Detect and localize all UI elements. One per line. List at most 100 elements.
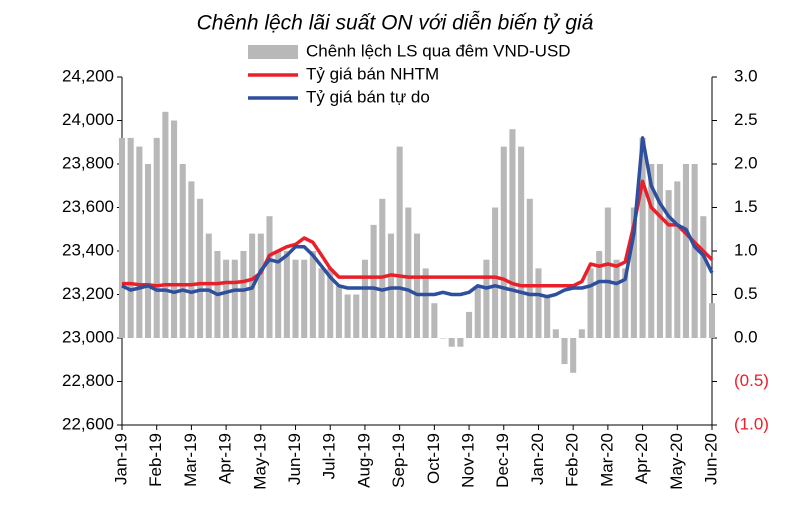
y2-tick-label: 1.5 <box>734 197 758 216</box>
bar <box>144 164 152 338</box>
bar <box>257 233 264 338</box>
bar <box>179 164 186 338</box>
bar <box>309 251 316 338</box>
y2-tick-label: (1.0) <box>734 414 769 433</box>
y-tick-label: 24,200 <box>62 66 114 85</box>
y-tick-label: 24,000 <box>62 110 114 129</box>
bar <box>387 233 395 338</box>
bar <box>630 207 637 338</box>
bar <box>188 181 195 338</box>
y2-tick-label: 0.5 <box>734 284 758 303</box>
bar <box>171 120 178 338</box>
y-tick-label: 23,200 <box>62 284 114 303</box>
bar <box>118 137 126 338</box>
bar <box>656 164 663 338</box>
bar <box>327 268 334 338</box>
y-tick-label: 23,400 <box>62 240 114 259</box>
x-tick-label: May-20 <box>667 433 686 490</box>
chart-title: Chênh lệch lãi suất ON với diễn biến tỷ … <box>197 12 594 35</box>
bar <box>500 146 507 338</box>
x-tick-label: Apr-20 <box>632 433 651 484</box>
bar <box>197 198 204 338</box>
bar <box>413 233 421 338</box>
bar <box>665 190 672 338</box>
line <box>121 136 714 299</box>
bar <box>535 268 542 338</box>
x-tick-label: Jun-20 <box>701 433 720 485</box>
bar <box>231 259 238 338</box>
bar <box>552 329 559 338</box>
bar <box>509 129 516 338</box>
bar <box>405 207 412 338</box>
bar <box>526 198 533 338</box>
y2-tick-label: 1.0 <box>734 240 758 259</box>
y-tick-label: 23,000 <box>62 327 114 346</box>
bar <box>596 251 603 338</box>
bar <box>361 259 368 338</box>
y2-tick-label: 3.0 <box>734 66 758 85</box>
bar <box>648 164 655 338</box>
bar <box>136 146 143 338</box>
bar <box>587 268 594 338</box>
x-tick-label: Feb-20 <box>563 433 582 487</box>
x-tick-label: Mar-20 <box>597 433 616 487</box>
bar <box>370 224 377 338</box>
bar <box>613 259 620 338</box>
bar <box>622 268 629 338</box>
bar <box>275 251 282 338</box>
x-tick-label: Nov-19 <box>459 433 478 488</box>
bar <box>344 294 351 338</box>
y-tick-label: 23,600 <box>62 197 114 216</box>
bar <box>301 259 308 338</box>
y2-tick-label: 2.0 <box>734 153 758 172</box>
bar <box>448 338 455 347</box>
bar <box>674 181 681 338</box>
bar <box>240 251 247 338</box>
bar <box>266 216 273 338</box>
bar <box>353 294 360 338</box>
legend-label: Tỷ giá bán tự do <box>306 87 430 106</box>
bar <box>396 146 403 338</box>
x-tick-label: Jul-19 <box>320 433 339 479</box>
bar <box>431 303 438 338</box>
y2-tick-label: 2.5 <box>734 110 758 129</box>
x-tick-label: Jan-20 <box>528 433 547 485</box>
y-tick-label: 23,800 <box>62 153 114 172</box>
x-tick-label: Jun-19 <box>285 433 304 485</box>
y2-tick-label: (0.5) <box>734 371 769 390</box>
y2-tick-label: 0.0 <box>734 327 758 346</box>
bar <box>205 233 212 338</box>
bar <box>292 259 299 338</box>
x-tick-label: Feb-19 <box>146 433 165 487</box>
bar <box>604 207 611 338</box>
bar <box>578 329 585 338</box>
bar <box>379 198 386 338</box>
bar <box>422 268 429 338</box>
bar <box>439 338 447 339</box>
x-tick-label: Sep-19 <box>389 433 408 488</box>
legend-label: Chênh lệch LS qua đêm VND-USD <box>306 41 571 60</box>
y-tick-label: 22,600 <box>62 414 114 433</box>
line <box>122 179 714 288</box>
bar <box>466 311 473 338</box>
bar <box>682 164 690 338</box>
bar <box>518 146 525 338</box>
bar <box>483 259 490 338</box>
bar <box>474 285 481 338</box>
bar <box>127 137 134 338</box>
bar <box>639 137 646 338</box>
bar <box>700 216 707 338</box>
bar <box>708 303 716 338</box>
bar <box>283 251 290 338</box>
legend: Chênh lệch LS qua đêm VND-USD Tỷ giá bán … <box>248 41 571 106</box>
bar <box>457 338 464 347</box>
bar <box>570 338 577 373</box>
x-tick-label: Dec-19 <box>493 433 512 488</box>
bar <box>561 338 568 365</box>
legend-swatch <box>248 45 298 59</box>
bar <box>162 111 169 338</box>
y-tick-label: 22,800 <box>62 371 114 390</box>
bar <box>223 259 230 338</box>
